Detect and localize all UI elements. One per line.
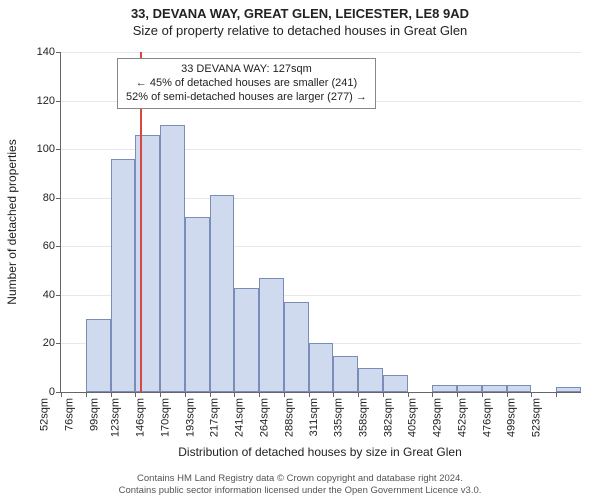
x-tick-mark [432, 392, 433, 397]
x-tick-mark [309, 392, 310, 397]
annotation-box: 33 DEVANA WAY: 127sqm ← 45% of detached … [117, 58, 376, 109]
x-tick-label: 146sqm [134, 398, 146, 437]
y-tick-label: 140 [37, 46, 55, 58]
histogram-bar [482, 385, 507, 392]
histogram-bar [259, 278, 284, 392]
chart-title: 33, DEVANA WAY, GREAT GLEN, LEICESTER, L… [0, 0, 600, 21]
x-tick-mark [86, 392, 87, 397]
plot-area: 02040608010012014052sqm76sqm99sqm123sqm1… [60, 52, 581, 393]
histogram-bar [358, 368, 383, 392]
annotation-line-1: 33 DEVANA WAY: 127sqm [126, 63, 367, 77]
histogram-bar [432, 385, 457, 392]
x-tick-label: 335sqm [333, 398, 345, 437]
histogram-bar [284, 302, 309, 392]
x-tick-mark [111, 392, 112, 397]
histogram-bar [383, 375, 408, 392]
chart-subtitle: Size of property relative to detached ho… [0, 21, 600, 38]
footer-line-2: Contains public sector information licen… [0, 485, 600, 496]
chart-container: 33, DEVANA WAY, GREAT GLEN, LEICESTER, L… [0, 0, 600, 500]
x-tick-label: 217sqm [209, 398, 221, 437]
histogram-bar [135, 135, 160, 392]
x-tick-label: 264sqm [258, 398, 270, 437]
histogram-bar [457, 385, 482, 392]
y-tick-label: 20 [43, 337, 55, 349]
y-tick-label: 0 [49, 386, 55, 398]
histogram-bar [507, 385, 532, 392]
y-tick-label: 100 [37, 143, 55, 155]
x-tick-mark [531, 392, 532, 397]
x-axis-label: Distribution of detached houses by size … [60, 445, 580, 459]
x-tick-label: 358sqm [357, 398, 369, 437]
x-tick-label: 76sqm [63, 398, 75, 431]
x-tick-mark [210, 392, 211, 397]
footer-line-1: Contains HM Land Registry data © Crown c… [0, 473, 600, 484]
histogram-bar [556, 387, 581, 392]
x-tick-mark [185, 392, 186, 397]
annotation-line-3: 52% of semi-detached houses are larger (… [126, 91, 367, 105]
x-tick-label: 52sqm [38, 398, 50, 431]
histogram-bar [210, 195, 235, 392]
x-tick-mark [61, 392, 62, 397]
y-tick-label: 80 [43, 192, 55, 204]
x-tick-mark [234, 392, 235, 397]
x-tick-label: 499sqm [506, 398, 518, 437]
x-tick-mark [507, 392, 508, 397]
x-tick-mark [160, 392, 161, 397]
x-tick-mark [284, 392, 285, 397]
histogram-bar [86, 319, 111, 392]
footer: Contains HM Land Registry data © Crown c… [0, 473, 600, 496]
x-tick-mark [408, 392, 409, 397]
histogram-bar [185, 217, 210, 392]
x-tick-label: 405sqm [407, 398, 419, 437]
histogram-bar [160, 125, 185, 392]
x-tick-mark [358, 392, 359, 397]
x-tick-label: 193sqm [184, 398, 196, 437]
x-tick-label: 241sqm [234, 398, 246, 437]
x-tick-label: 523sqm [531, 398, 543, 437]
y-tick-label: 60 [43, 240, 55, 252]
x-tick-mark [556, 392, 557, 397]
x-tick-mark [457, 392, 458, 397]
annotation-line-2: ← 45% of detached houses are smaller (24… [126, 77, 367, 91]
x-tick-label: 288sqm [283, 398, 295, 437]
x-tick-mark [259, 392, 260, 397]
gridline [61, 52, 581, 53]
x-tick-mark [482, 392, 483, 397]
histogram-bar [111, 159, 136, 392]
x-tick-label: 452sqm [456, 398, 468, 437]
histogram-bar [333, 356, 358, 392]
x-tick-mark [333, 392, 334, 397]
x-tick-label: 123sqm [110, 398, 122, 437]
x-tick-mark [135, 392, 136, 397]
x-tick-label: 476sqm [481, 398, 493, 437]
x-tick-label: 170sqm [159, 398, 171, 437]
y-tick-label: 120 [37, 95, 55, 107]
x-tick-label: 99sqm [88, 398, 100, 431]
x-tick-label: 429sqm [432, 398, 444, 437]
x-tick-label: 311sqm [308, 398, 320, 436]
histogram-bar [234, 288, 259, 392]
x-tick-label: 382sqm [382, 398, 394, 437]
x-tick-mark [383, 392, 384, 397]
y-axis-label: Number of detached properties [5, 139, 19, 304]
histogram-bar [309, 343, 334, 392]
y-tick-label: 40 [43, 289, 55, 301]
